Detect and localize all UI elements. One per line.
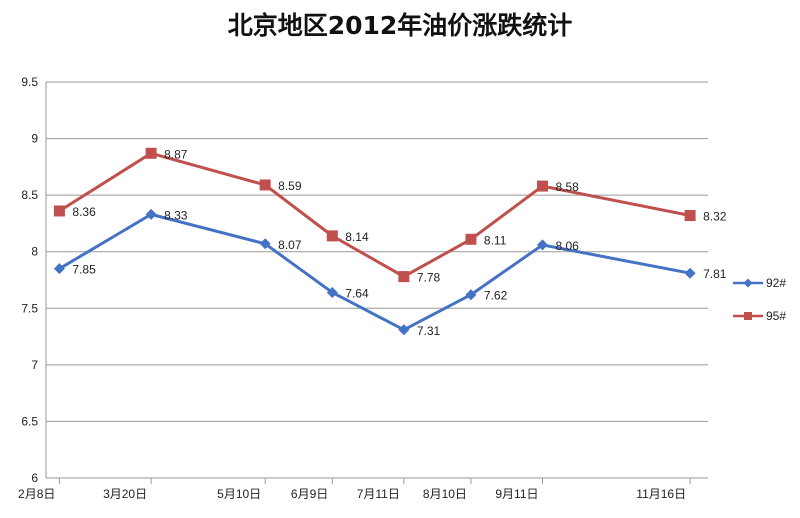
data-label: 7.78: [417, 271, 441, 285]
data-label: 8.59: [278, 179, 302, 193]
data-point-marker: [326, 230, 338, 242]
x-tick-label: 5月10日: [217, 487, 261, 501]
data-label: 8.11: [484, 233, 507, 247]
data-point-marker: [145, 208, 157, 220]
legend-label: 95#: [766, 309, 786, 323]
y-tick-label: 7: [31, 358, 38, 372]
y-tick-label: 6: [31, 471, 38, 485]
data-label: 8.07: [278, 238, 302, 252]
data-point-marker: [465, 233, 477, 245]
y-tick-label: 8: [31, 245, 38, 259]
data-label: 8.36: [72, 205, 96, 219]
data-label: 8.58: [556, 180, 580, 194]
data-point-marker: [145, 147, 157, 159]
x-tick-label: 11月16日: [636, 487, 686, 501]
x-tick-label: 6月9日: [291, 487, 328, 501]
data-point-marker: [537, 180, 548, 192]
data-point-marker: [53, 205, 65, 217]
legend-label: 92#: [766, 276, 786, 290]
data-label: 7.31: [417, 324, 441, 338]
data-point-marker: [326, 286, 338, 298]
y-tick-label: 8.5: [21, 188, 38, 202]
data-point-marker: [259, 238, 271, 250]
y-tick-label: 9: [31, 132, 38, 146]
data-label: 7.64: [345, 286, 369, 300]
data-label: 8.33: [164, 208, 188, 222]
data-point-marker: [465, 289, 477, 301]
label-layer: 7.85 8.33 8.07 7.64 7.31 7.62 8.06 7.81 8.36 8.87…: [72, 147, 726, 338]
data-point-marker: [398, 271, 410, 283]
x-tick-label: 3月20日: [103, 487, 147, 501]
data-point-marker: [684, 267, 696, 279]
y-tick-label: 9.5: [21, 75, 38, 89]
data-point-marker: [537, 239, 548, 251]
data-label: 7.85: [72, 263, 96, 277]
legend-marker: [743, 278, 753, 288]
y-tick-label: 7.5: [21, 301, 38, 315]
legend-marker: [744, 312, 752, 320]
data-label: 8.06: [556, 239, 580, 253]
x-tick-label: 2月8日: [18, 487, 55, 501]
data-point-marker: [684, 210, 696, 222]
data-point-marker: [259, 179, 271, 191]
data-label: 8.14: [345, 230, 369, 244]
grid-layer: [46, 81, 708, 479]
series-line-95: [58, 151, 691, 279]
series-layer: [53, 147, 696, 336]
y-tick-label: 6.5: [21, 414, 38, 428]
x-tick-label: 7月11日: [357, 487, 400, 501]
x-tick-label: 8月10日: [423, 487, 467, 501]
data-point-marker: [53, 263, 65, 275]
x-tick-label: 9月11日: [495, 487, 538, 501]
data-label: 8.87: [164, 147, 188, 161]
data-label: 7.62: [484, 289, 508, 303]
data-label: 7.81: [703, 267, 727, 281]
legend: 92# 95#: [733, 276, 786, 323]
data-point-marker: [398, 324, 410, 336]
data-label: 8.32: [703, 210, 727, 224]
series-line-92: [58, 212, 691, 332]
chart-title: 北京地区2012年油价涨跌统计: [227, 11, 573, 40]
